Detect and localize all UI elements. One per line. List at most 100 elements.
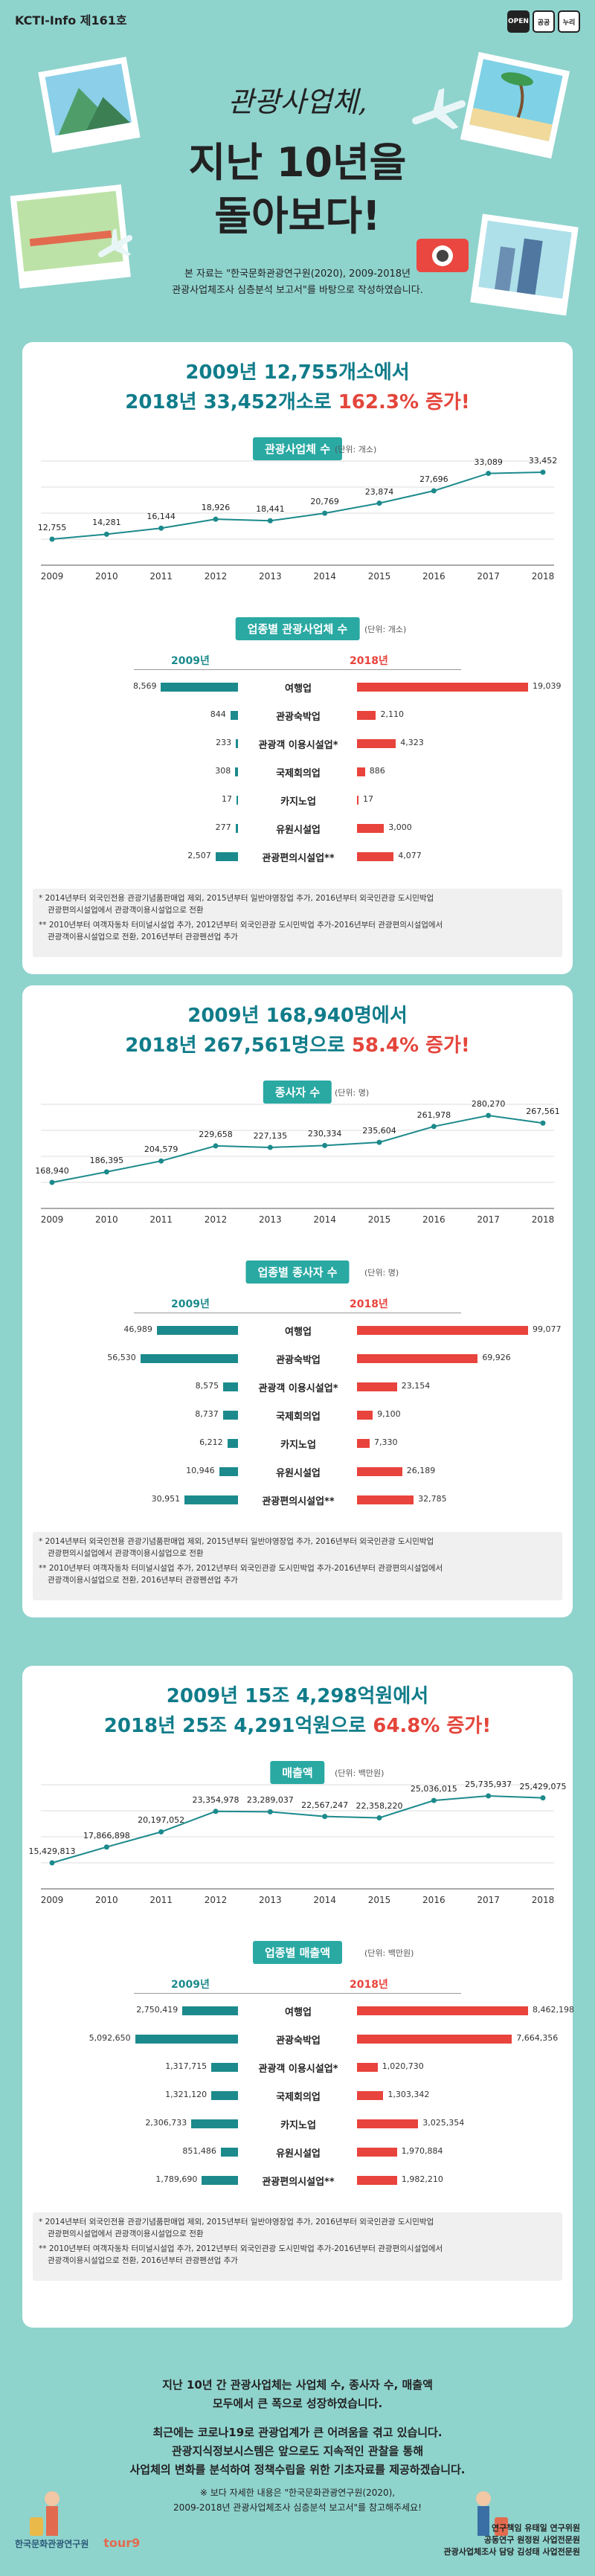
top-bar: KCTI-Info 제161호 OPEN 공공 누리 [0, 0, 595, 42]
traveler-left-icon [30, 2491, 60, 2536]
section-card-2: 2009년 168,940명에서 2018년 267,561명으로 58.4% 증… [22, 985, 573, 1617]
polaroid-beach-icon [460, 51, 570, 159]
footnote: 관광편의시설업에서 관광객이용시설업으로 전환 [48, 2229, 204, 2238]
chart-title: 관광사업체 수 [252, 437, 343, 460]
bar-2018 [357, 824, 385, 833]
x-tick-label: 2014 [313, 571, 336, 582]
x-tick-label: 2015 [367, 571, 391, 582]
bar-2009-label: 2,306,733 [145, 2118, 187, 2128]
bar-2018-label: 26,189 [406, 1466, 436, 1475]
x-tick-label: 2014 [313, 1895, 336, 1905]
bar-2018 [357, 2035, 512, 2044]
bar-2018 [357, 796, 358, 805]
bar-2018 [357, 739, 396, 748]
bar-chart-title-pill: 업종별 종사자 수 [245, 1260, 350, 1284]
category-label: 관광편의시설업** [262, 853, 335, 864]
bar-2009-label: 5,092,650 [89, 2033, 131, 2043]
legend-2018: 2018년 [350, 1979, 388, 1991]
bar-2018 [357, 2063, 378, 2072]
bar-2009-label: 46,989 [123, 1324, 152, 1334]
hero-note: 본 자료는 "한국문화관광연구원(2020), 2009-2018년 관광사업체… [0, 266, 595, 299]
summary-line1: 지난 10년 간 관광사업체는 사업체 수, 종사자 수, 매출액 [162, 2378, 433, 2392]
bar-2018-label: 4,323 [400, 738, 424, 747]
x-tick-label: 2017 [477, 1214, 500, 1225]
summary: 지난 10년 간 관광사업체는 사업체 수, 종사자 수, 매출액 모두에서 큰… [0, 2376, 595, 2515]
bar-2018-label: 8,462,198 [533, 2005, 574, 2015]
data-point [213, 1143, 219, 1149]
bar-chart-unit: (단위: 백만원) [364, 1948, 414, 1958]
data-label: 230,334 [307, 1129, 342, 1139]
x-tick-label: 2010 [95, 571, 118, 582]
bar-2009 [235, 824, 238, 833]
section-headline-2: 2018년 267,561명으로 58.4% 증가! [22, 1030, 573, 1061]
data-point [49, 1860, 55, 1866]
summary-line4: 관광지식정보시스템은 앞으로도 지속적인 관찰을 통해 [171, 2444, 424, 2458]
footnote-box [33, 1532, 562, 1600]
x-tick-label: 2010 [95, 1214, 118, 1225]
bar-2009 [211, 2063, 238, 2072]
bar-2018 [357, 852, 394, 861]
section-headline-1: 2009년 168,940명에서 [187, 1005, 408, 1027]
category-label: 유원시설업 [276, 1468, 321, 1479]
bar-2018-label: 69,926 [482, 1353, 511, 1362]
summary-source-line2: 2009-2018년 관광사업체조사 심층분석 보고서"를 참고해주세요! [173, 2502, 422, 2513]
data-label: 15,429,813 [28, 1846, 76, 1856]
data-label: 17,866,898 [83, 1830, 130, 1841]
bar-2009 [202, 2176, 238, 2185]
data-label: 25,735,937 [465, 1780, 512, 1789]
bar-2009-label: 10,946 [186, 1466, 215, 1475]
data-point [267, 1144, 273, 1150]
headline-lead: 2018년 33,452개소로 [125, 391, 338, 413]
legend-2009: 2009년 [171, 1298, 210, 1310]
bar-2009 [182, 2006, 238, 2015]
hero-note-line1: 본 자료는 "한국문화관광연구원(2020), 2009-2018년 [184, 268, 411, 280]
bar-2018-label: 7,330 [374, 1437, 398, 1447]
category-label: 관광객 이용시설업* [258, 2064, 338, 2075]
bar-2009-label: 6,212 [199, 1437, 223, 1447]
bar-2009 [219, 1467, 238, 1476]
data-label: 14,281 [92, 518, 121, 528]
category-label: 관광숙박업 [276, 712, 321, 723]
section-headline-1: 2009년 12,755개소에서 [185, 361, 410, 384]
data-label: 33,089 [474, 457, 503, 467]
data-label: 186,395 [89, 1155, 124, 1165]
polaroid-city-icon [470, 213, 579, 316]
bar-2009-label: 1,317,715 [165, 2061, 208, 2071]
category-label: 국제회의업 [276, 1411, 321, 1423]
section-headline-2: 2018년 33,452개소로 162.3% 증가! [22, 387, 573, 418]
data-point [322, 510, 328, 516]
tour-logo: tour9 [103, 2536, 141, 2550]
x-tick-label: 2012 [204, 1895, 228, 1905]
bar-2009-label: 2,750,419 [136, 2005, 178, 2015]
legend-divider [134, 669, 461, 670]
bar-2009-label: 8,737 [195, 1409, 219, 1419]
bar-2018 [357, 1354, 478, 1363]
hero-script-title: 관광사업체, [228, 86, 367, 118]
category-label: 관광편의시설업** [262, 1496, 335, 1507]
footnote: 관광객이용시설업으로 전환, 2016년부터 관광펜션업 추가 [48, 2256, 238, 2265]
x-tick-label: 2015 [367, 1214, 391, 1225]
x-tick-label: 2015 [367, 1895, 391, 1905]
footnote: 관광편의시설업에서 관광객이용시설업으로 전환 [48, 906, 204, 915]
data-point [486, 471, 492, 477]
data-point [376, 1815, 382, 1820]
data-label: 16,144 [147, 512, 176, 522]
footnote: 관광편의시설업에서 관광객이용시설업으로 전환 [48, 1549, 204, 1558]
data-point [103, 1169, 109, 1175]
category-label: 국제회의업 [276, 2092, 321, 2103]
bar-2009 [227, 1439, 238, 1448]
legend-2018: 2018년 [350, 1298, 388, 1310]
category-label: 관광숙박업 [276, 2035, 321, 2047]
x-tick-label: 2009 [40, 571, 64, 582]
bar-2018 [357, 2091, 384, 2100]
bar-2018-label: 4,077 [398, 851, 422, 860]
bar-2009-label: 56,530 [107, 1353, 136, 1362]
data-label: 235,604 [362, 1126, 396, 1136]
chart-title-pill: 관광사업체 수 [252, 437, 343, 460]
footnote-box [33, 2212, 562, 2281]
bar-2009-label: 1,789,690 [155, 2174, 198, 2184]
data-label: 22,567,247 [301, 1800, 349, 1810]
bar-2018 [357, 767, 365, 776]
chart-unit: (단위: 명) [335, 1088, 370, 1098]
bar-chart-title: 업종별 매출액 [252, 1941, 343, 1964]
